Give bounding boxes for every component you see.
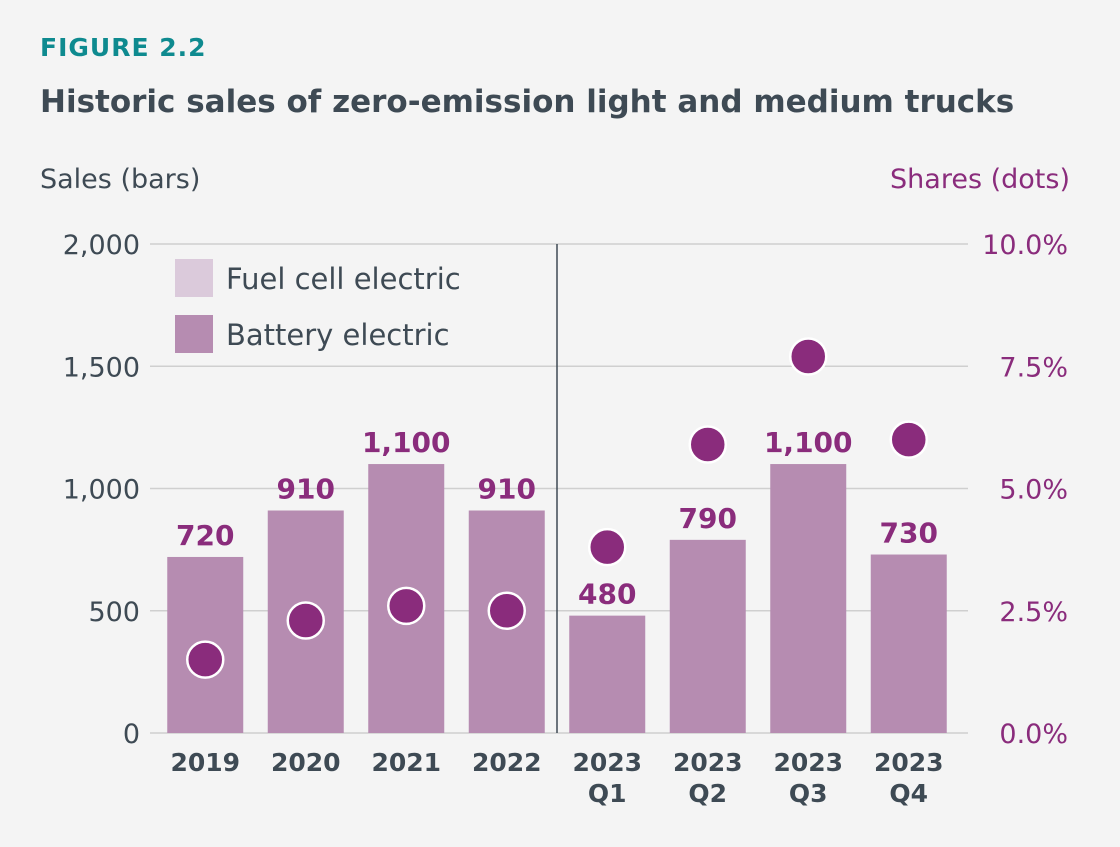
share-dot xyxy=(487,591,526,630)
category-label: Q1 xyxy=(588,779,627,808)
legend-label: Fuel cell electric xyxy=(226,262,461,296)
y-tick-label-right: 10.0% xyxy=(982,230,1068,261)
y-tick-label-right: 2.5% xyxy=(999,597,1068,628)
bar-value-label: 1,100 xyxy=(764,426,853,459)
bar-value-label: 480 xyxy=(578,578,636,611)
y-tick-label-right: 5.0% xyxy=(999,475,1068,506)
category-label: Q2 xyxy=(688,779,727,808)
category-label: 2023 xyxy=(572,748,642,777)
y-tick-label-right: 7.5% xyxy=(999,352,1068,383)
bar-value-label: 910 xyxy=(478,473,536,506)
share-dots xyxy=(186,337,928,679)
share-dot xyxy=(789,337,828,376)
y-ticks-left: 0 500 1,000 1,500 2,000 xyxy=(63,230,140,750)
legend-label: Battery electric xyxy=(226,318,450,352)
y-axis-title-left: Sales (bars) xyxy=(40,164,201,195)
bar-labels: 720 910 1,100 910 480 790 1,100 730 xyxy=(176,426,938,611)
category-label: 2019 xyxy=(170,748,240,777)
share-dot xyxy=(889,420,928,459)
category-label: 2022 xyxy=(472,748,542,777)
category-label: 2020 xyxy=(271,748,341,777)
y-tick-label-left: 1,500 xyxy=(63,352,140,383)
y-tick-label-right: 0.0% xyxy=(999,719,1068,750)
y-tick-label-left: 0 xyxy=(123,719,140,750)
bar-battery-electric xyxy=(669,539,746,733)
bar-battery-electric xyxy=(870,554,947,733)
figure-label: FIGURE 2.2 xyxy=(40,33,207,62)
bar-value-label: 730 xyxy=(880,517,938,550)
share-dot xyxy=(286,601,325,640)
category-label: 2023 xyxy=(673,748,743,777)
category-label: 2021 xyxy=(371,748,441,777)
share-dot xyxy=(688,425,727,464)
bar-value-label: 790 xyxy=(679,502,737,535)
legend: Fuel cell electric Battery electric xyxy=(175,259,461,353)
share-dot xyxy=(387,586,426,626)
bar-value-label: 910 xyxy=(277,473,335,506)
bar-battery-electric xyxy=(569,615,646,733)
y-axis-title-right: Shares (dots) xyxy=(890,164,1070,195)
category-label: Q3 xyxy=(789,779,828,808)
share-dot xyxy=(186,640,225,679)
y-ticks-right: 0.0% 2.5% 5.0% 7.5% 10.0% xyxy=(982,230,1068,750)
y-tick-label-left: 500 xyxy=(88,597,140,628)
bar-value-label: 720 xyxy=(176,519,234,552)
chart-title: Historic sales of zero-emission light an… xyxy=(40,84,1015,120)
legend-swatch xyxy=(175,315,213,353)
category-label: 2023 xyxy=(874,748,944,777)
legend-swatch xyxy=(175,259,213,297)
bar-value-label: 1,100 xyxy=(362,426,451,459)
category-label: Q4 xyxy=(889,779,928,808)
y-tick-label-left: 2,000 xyxy=(63,230,140,261)
bar-battery-electric xyxy=(770,464,847,733)
share-dot xyxy=(588,527,627,567)
category-label: 2023 xyxy=(773,748,843,777)
y-tick-label-left: 1,000 xyxy=(63,475,140,506)
